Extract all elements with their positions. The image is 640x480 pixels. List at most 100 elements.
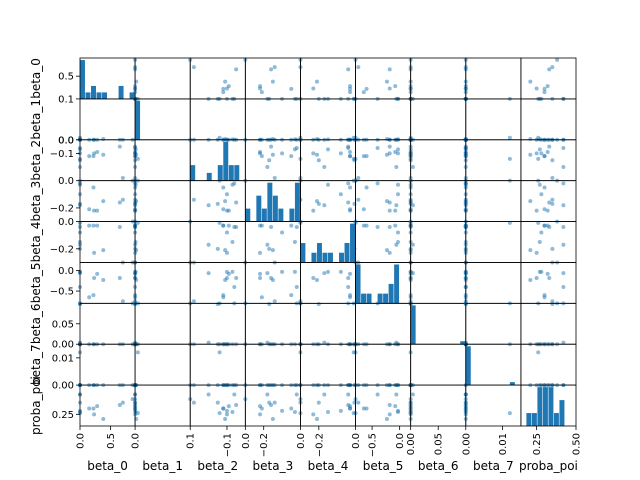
scatter-point [311, 86, 316, 91]
scatter-point [292, 409, 297, 414]
cell-beta_4-vs-beta_5 [352, 220, 412, 265]
scatter-point [322, 203, 327, 208]
scatter-point [547, 67, 552, 72]
cell-beta_6-vs-beta_0 [78, 301, 136, 347]
y-tick-label: 0.0 [58, 176, 74, 187]
cell-frame [355, 98, 412, 141]
scatter-point [191, 299, 196, 304]
cell-beta_1-vs-beta_4 [298, 98, 356, 142]
cell-frame [79, 180, 136, 222]
scatter-point [215, 246, 220, 251]
scatter-point [395, 408, 400, 413]
scatter-point [316, 400, 321, 405]
scatter-point [91, 293, 96, 298]
scatter-point [120, 299, 125, 304]
scatter-point [356, 400, 361, 405]
cell-beta_2-vs-beta_0 [78, 139, 136, 183]
cell-beta_7-vs-beta_1 [133, 343, 191, 388]
y-tick-label: −0.1 [50, 149, 74, 160]
hist-bar [223, 141, 229, 181]
scatter-point [395, 182, 400, 187]
scatter-point [223, 278, 228, 283]
scatter-point [215, 302, 220, 307]
scatter-point [92, 250, 97, 255]
scatter-point [542, 86, 547, 91]
scatter-point [561, 145, 566, 150]
scatter-point [117, 200, 122, 205]
scatter-point [410, 165, 415, 170]
scatter-point [364, 406, 369, 411]
cell-beta_1-vs-proba_poi [520, 98, 577, 142]
cell-frame [410, 180, 467, 222]
hist-bar [537, 387, 543, 426]
scatter-point [356, 197, 361, 202]
scatter-point [223, 248, 228, 253]
y-tick-label: 0.25 [52, 410, 74, 421]
scatter-point [135, 350, 140, 355]
cell-frame [465, 57, 522, 100]
cell-beta_0-vs-beta_0 [79, 57, 136, 100]
y-tick-label: 0.0 [58, 135, 74, 146]
cell-frame [189, 302, 246, 345]
scatter-point [547, 225, 552, 230]
cell-proba_poi-vs-beta_7 [463, 384, 522, 427]
scatter-point [542, 90, 547, 95]
cell-beta_6-vs-beta_6 [410, 302, 467, 345]
cell-frame [134, 262, 191, 304]
hist-bar [300, 243, 306, 263]
scatter-point [311, 412, 316, 417]
x-tick-label: 0.1 [186, 433, 197, 449]
cell-beta_2-vs-beta_5 [352, 139, 412, 183]
scatter-point [280, 230, 285, 235]
scatter-point [314, 79, 319, 84]
y-tick-label: 0.0 [58, 135, 74, 146]
hist-bar [91, 85, 96, 99]
hist-bar [289, 208, 295, 222]
x-tick-label: 0.25 [532, 433, 543, 455]
scatter-point [289, 154, 294, 159]
scatter-point [221, 293, 226, 298]
hist-bar [531, 413, 537, 426]
scatter-point [545, 150, 550, 155]
scatter-point [117, 275, 122, 280]
cell-beta_0-vs-beta_4 [298, 57, 356, 101]
cell-frame [79, 384, 136, 427]
scatter-point [234, 402, 239, 407]
scatter-point [292, 147, 297, 152]
scatter-point [311, 151, 316, 156]
scatter-point [265, 165, 270, 170]
scatter-point [395, 147, 400, 152]
scatter-point [95, 404, 100, 409]
scatter-point [537, 182, 542, 187]
scatter-point [348, 271, 353, 276]
scatter-point [326, 409, 330, 414]
scatter-point [117, 402, 122, 407]
cell-beta_0-vs-proba_poi [520, 57, 577, 101]
x-axis-label: beta_1 [142, 459, 183, 473]
scatter-point [326, 137, 330, 142]
scatter-point [224, 230, 229, 235]
x-axis-label: beta_6 [418, 459, 459, 473]
x-tick-label: 0.5 [106, 433, 117, 449]
cell-beta_1-vs-beta_7 [463, 98, 522, 142]
scatter-point [101, 152, 106, 157]
y-axis-label: beta_6 [29, 303, 43, 344]
scatter-point [269, 144, 274, 149]
x-tick-label: −0.2 [314, 433, 325, 457]
scatter-point [394, 165, 399, 170]
scatter-point [95, 150, 100, 155]
scatter-point [95, 223, 100, 228]
scatter-point [348, 406, 353, 411]
scatter-point [384, 416, 389, 421]
scatter-point [539, 151, 544, 156]
scatter-point [346, 144, 351, 149]
cell-beta_0-vs-beta_5 [352, 57, 412, 101]
cell-frame [134, 343, 191, 386]
scatter-point [259, 223, 264, 228]
cell-beta_4-vs-beta_1 [133, 220, 191, 265]
cell-beta_6-vs-beta_5 [352, 301, 412, 347]
scatter-point [338, 269, 343, 274]
scatter-point [259, 406, 264, 411]
hist-bar [328, 252, 333, 263]
x-tick-label: 0.0 [76, 433, 87, 449]
